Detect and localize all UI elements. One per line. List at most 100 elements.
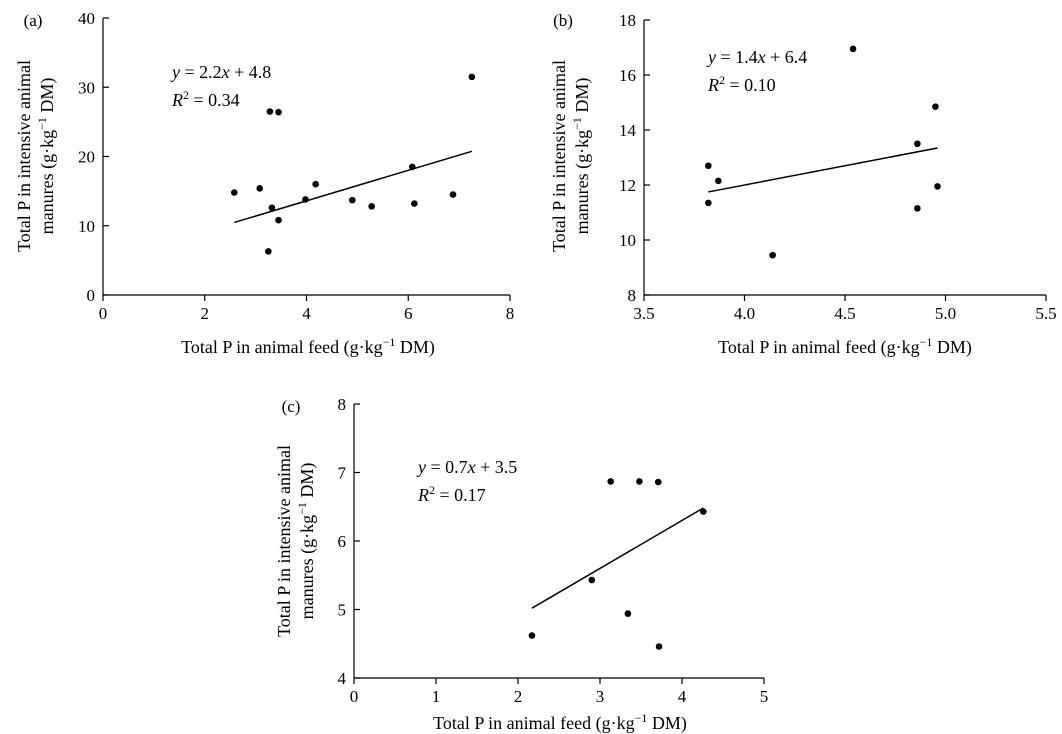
panel-c-y-label-line1: Total P in intensive animal [274, 445, 294, 637]
panel-b-data-point [914, 140, 921, 148]
eq-coef: = 1.4 [716, 47, 758, 67]
x-label-text-end: DM) [932, 337, 972, 358]
eq-coef: = 0.7 [426, 457, 468, 477]
panel-a-x-tick-label: 6 [404, 304, 413, 323]
panel-a-x-tick-label: 8 [506, 304, 515, 323]
r2-base: R [417, 485, 429, 505]
panel-a-label: (a) [24, 11, 43, 30]
panel-a-axes [102, 17, 511, 301]
panel-a-x-tick-label: 0 [99, 304, 108, 323]
panel-a-regression-line [234, 150, 473, 224]
panel-a-data-point [275, 108, 282, 116]
panel-b-y-tick-label: 10 [619, 231, 636, 250]
panel-c-y-tick-label: 4 [338, 669, 347, 688]
y-label-text: manures (g·kg [37, 130, 58, 234]
panel-c-x-axis-label: Total P in animal feed (g·kg−1 DM) [433, 711, 687, 734]
y-label-text-end: DM) [37, 78, 58, 118]
panel-a-y-tick-label: 10 [78, 217, 95, 236]
panel-b-y-label-line2: manures (g·kg−1 DM) [570, 78, 593, 235]
panel-b-y-axis-label: Total P in intensive animal manures (g·kg… [549, 60, 593, 252]
panel-b-x-tick-label: 5.0 [935, 304, 956, 323]
panel-b-data-point [715, 177, 722, 185]
panel-b-x-tick-label: 3.5 [633, 304, 654, 323]
panel-c-data-point [588, 576, 596, 584]
x-label-text: Total P in animal feed (g·kg [181, 337, 383, 358]
panel-a-data-point [275, 216, 282, 224]
panel-a-data-point [411, 200, 418, 207]
panel-b-y-tick-label: 14 [619, 121, 637, 140]
panel-a-y-tick-label: 40 [78, 9, 95, 28]
panel-b-x-tick-label: 5.5 [1035, 304, 1056, 323]
panel-a-equation: y = 2.2x + 4.8 [170, 62, 271, 82]
panel-b-y-tick-label: 16 [619, 66, 636, 85]
panel-a-data-point [468, 73, 476, 81]
panel-c-data-point [655, 643, 663, 650]
r2-value: = 0.10 [725, 75, 776, 95]
panel-b-y-label-line1: Total P in intensive animal [549, 60, 569, 252]
y-label-text-end: DM) [297, 463, 318, 503]
eq-x: x [757, 47, 766, 67]
panel-a-data-point [265, 248, 272, 255]
eq-coef: = 2.2 [180, 62, 222, 82]
panel-a-data-point [368, 203, 375, 210]
r2-base: R [707, 75, 719, 95]
panel-a-x-tick-label: 2 [201, 304, 210, 323]
panel-a-data-point [449, 191, 457, 198]
y-label-text: manures (g·kg [572, 130, 593, 234]
panel-c-y-axis-label: Total P in intensive animal manures (g·kg… [274, 445, 318, 637]
panel-c-x-tick-label: 4 [678, 687, 687, 706]
panel-c-equation: y = 0.7x + 3.5 [416, 457, 517, 477]
panel-c-data-point [528, 632, 536, 639]
r2-sup: 2 [719, 73, 725, 87]
panel-b-data-point [849, 45, 857, 53]
panel-a-data-point [266, 108, 274, 115]
r2-sup: 2 [429, 483, 435, 497]
panel-b-label: (b) [553, 11, 573, 30]
y-label-text: manures (g·kg [297, 515, 318, 619]
panel-a-x-axis-label: Total P in animal feed (g·kg−1 DM) [181, 335, 435, 358]
panel-a-data-point [348, 196, 356, 204]
panel-c-x-tick-label: 2 [514, 687, 523, 706]
panel-c-regression-line [531, 507, 704, 609]
x-label-sup: −1 [635, 711, 648, 725]
panel-c-label: (c) [282, 397, 301, 416]
panel-b-data-point [934, 183, 941, 190]
x-label-text-end: DM) [395, 337, 435, 358]
panel-a-y-tick-label: 30 [78, 78, 95, 97]
panel-c-y-tick-label: 7 [338, 464, 347, 483]
panel-a-data-point [409, 163, 416, 171]
panel-c-data-point [654, 478, 662, 486]
r2-sup: 2 [183, 88, 189, 102]
panel-a-data-point [230, 189, 238, 196]
r2-base: R [171, 90, 183, 110]
x-label-sup: −1 [920, 335, 933, 349]
panel-b-data-point [932, 103, 939, 110]
panel-b-y-tick-label: 12 [619, 176, 636, 195]
panel-b-x-tick-label: 4.0 [734, 304, 755, 323]
x-label-text-end: DM) [647, 713, 687, 734]
panel-b-y-tick-label: 8 [628, 286, 637, 305]
panel-a: 0 2 4 6 8 0 10 20 30 40 (a) Total P in animal feed … [14, 9, 514, 358]
panel-b-y-tick-label: 18 [619, 11, 636, 30]
panel-a-y-tick-label: 0 [87, 286, 96, 305]
panel-c-data-point [624, 610, 632, 617]
y-label-text-end: DM) [572, 78, 593, 118]
y-label-sup: −1 [570, 117, 584, 130]
panel-a-y-label-line2: manures (g·kg−1 DM) [35, 78, 58, 235]
r2-value: = 0.34 [189, 90, 240, 110]
x-label-text: Total P in animal feed (g·kg [433, 713, 635, 734]
panel-c-x-tick-label: 3 [596, 687, 605, 706]
panel-b-equation: y = 1.4x + 6.4 [706, 47, 807, 67]
r2-value: = 0.17 [435, 485, 486, 505]
panel-b-x-axis-label: Total P in animal feed (g·kg−1 DM) [718, 335, 972, 358]
panel-b-r-squared: R2 = 0.10 [707, 73, 776, 95]
panel-c-y-label-line2: manures (g·kg−1 DM) [295, 463, 318, 620]
eq-y: y [416, 457, 426, 477]
panel-a-data-point [312, 180, 319, 188]
panel-a-y-axis-label: Total P in intensive animal manures (g·kg… [14, 60, 58, 252]
eq-x: x [221, 62, 230, 82]
panel-c-axes [353, 403, 765, 684]
panel-a-data-point [268, 204, 276, 212]
x-label-text: Total P in animal feed (g·kg [718, 337, 920, 358]
eq-intercept: + 6.4 [766, 47, 808, 67]
